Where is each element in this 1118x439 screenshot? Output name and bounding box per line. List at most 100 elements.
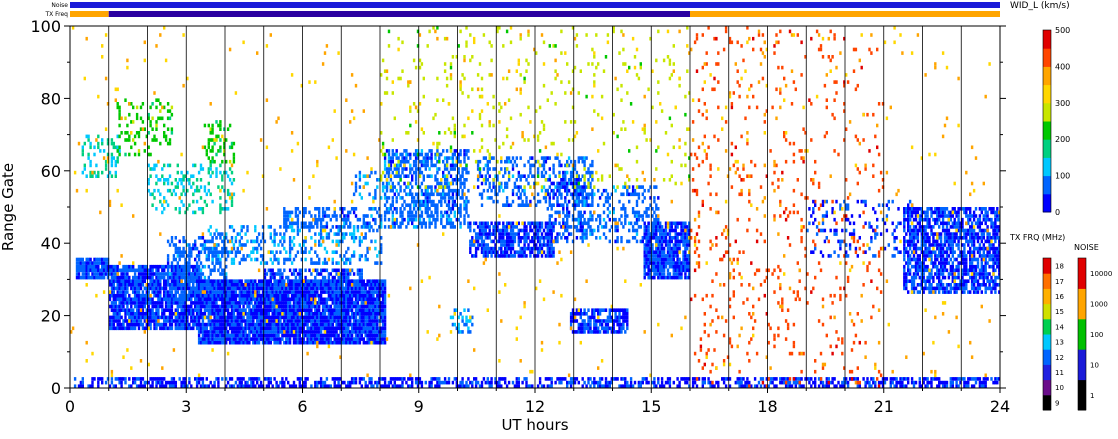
echo-cell [99,275,102,280]
echo-cell [905,384,908,388]
echo-cell [629,380,633,385]
echo-cell [240,236,243,240]
echo-cell [116,290,119,294]
echo-cell [102,268,106,273]
echo-cell [449,174,453,178]
echo-cell [186,261,189,265]
echo-cell [383,377,387,381]
echo-cell [139,116,143,121]
echo-cell [126,123,129,128]
echo-cell [184,264,187,269]
echo-cell [259,304,263,309]
echo-cell [354,377,358,381]
echo-cell [269,301,272,305]
echo-cell [205,304,208,309]
echo-cell [120,283,123,287]
echo-cell [354,214,358,218]
echo-cell [810,384,813,388]
echo-cell [194,301,197,305]
echo-cell [633,380,637,385]
echo-cell [285,297,288,302]
echo-cell [310,283,313,287]
echo-cell [147,283,150,287]
echo-cell [287,319,290,323]
echo-cell [215,330,218,334]
echo-cell [422,174,425,178]
echo-cell [85,264,88,269]
echo-cell [267,337,270,341]
echo-cell [164,286,168,291]
echo-cell [290,210,294,215]
echo-cell [153,312,156,316]
echo-cell [411,380,414,385]
echo-cell [133,272,137,276]
echo-cell [199,308,203,312]
echo-cell [174,384,177,388]
echo-cell [228,312,232,316]
echo-cell [168,174,172,178]
echo-cell [217,268,220,273]
echo-cell [83,167,86,171]
echo-cell [213,279,216,283]
echo-cell [273,337,276,341]
echo-cell [116,264,119,269]
echo-cell [438,377,441,381]
echo-cell [199,301,203,305]
echo-cell [356,279,360,283]
echo-cell [453,167,456,171]
echo-cell [195,264,199,269]
echo-cell [205,257,208,262]
echo-cell [391,203,394,207]
echo-cell [219,286,222,291]
echo-cell [166,315,170,320]
echo-cell [256,297,259,302]
echo-cell [215,170,218,175]
echo-cell [228,315,232,320]
echo-cell [713,384,716,388]
echo-cell [195,246,199,251]
echo-cell [217,377,220,381]
echo-cell [283,384,286,388]
echo-cell [116,102,119,106]
echo-cell [372,293,375,298]
echo-cell [319,221,323,226]
top-status-bars: Noise TX Freq [44,2,1000,18]
echo-cell [174,380,177,385]
echo-cell [329,279,332,283]
echo-cell [256,315,259,320]
echo-cell [108,297,112,302]
echo-cell [269,380,272,385]
echo-cell [217,315,220,320]
echo-cell [221,239,224,244]
echo-cell [151,283,154,287]
echo-cell [157,188,160,193]
echo-cell [205,337,208,341]
echo-cell [967,384,970,388]
echo-cell [164,272,168,276]
echo-cell [273,312,276,316]
echo-cell [358,236,362,240]
echo-cell [370,239,373,244]
echo-cell [178,312,181,316]
echo-cell [242,333,245,338]
echo-cell [728,384,732,388]
echo-cell [440,217,443,222]
echo-cell [445,210,449,215]
echo-cell [403,207,406,211]
echo-cell [248,340,251,345]
echo-cell [350,308,354,312]
echo-cell [124,377,127,381]
echo-cell [238,301,241,305]
echo-cell [114,315,117,320]
echo-cell [180,264,183,269]
echo-cell [77,257,81,262]
echo-cell [149,279,152,283]
echo-cell [631,384,635,388]
echo-cell [275,293,278,298]
echo-cell [81,145,84,150]
echo-cell [166,264,170,269]
echo-cell [279,312,282,316]
echo-cell [901,380,904,385]
echo-cell [197,275,201,280]
echo-cell [323,257,327,262]
